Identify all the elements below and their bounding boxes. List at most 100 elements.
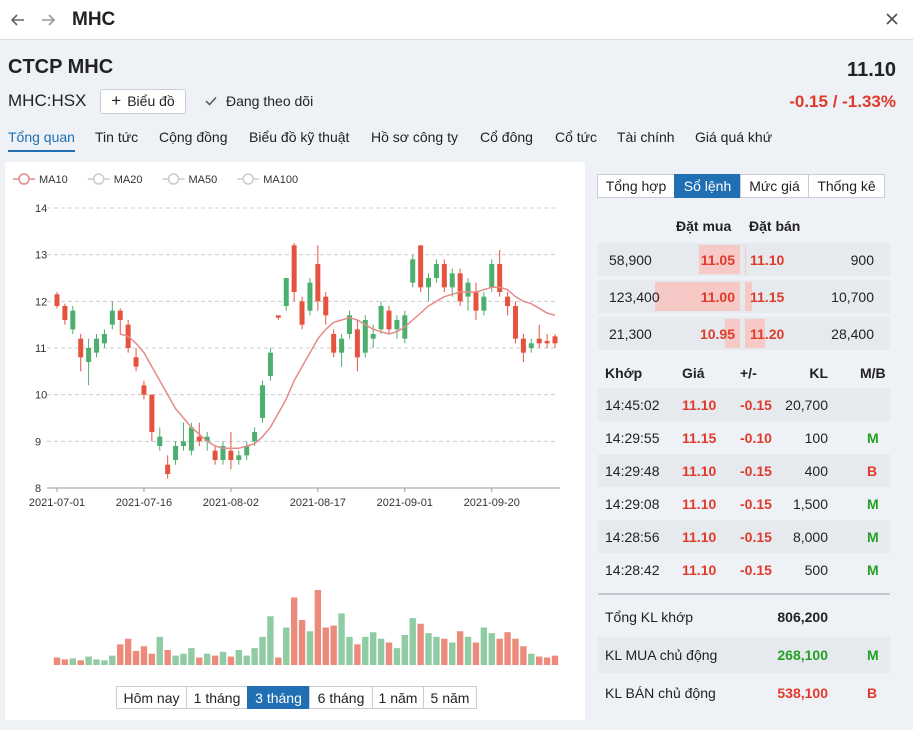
tab[interactable]: Cộng đồng bbox=[159, 129, 228, 145]
volume-bar bbox=[219, 651, 227, 665]
volume-bar bbox=[203, 653, 211, 665]
x-tick-label: 2021-09-20 bbox=[464, 497, 520, 509]
tab[interactable]: Biểu đồ kỹ thuật bbox=[249, 129, 350, 145]
trade-time: 14:45:02 bbox=[605, 397, 660, 413]
summary-value: 538,100 bbox=[777, 685, 828, 701]
y-tick-label: 11 bbox=[35, 343, 46, 355]
trade-volume: 400 bbox=[804, 463, 828, 479]
trade-change: -0.15 bbox=[740, 397, 772, 413]
tab[interactable]: Hồ sơ công ty bbox=[371, 129, 458, 145]
volume-bar bbox=[504, 632, 511, 665]
range-button[interactable]: 6 tháng bbox=[309, 686, 373, 709]
summary-side: B bbox=[867, 685, 878, 701]
tab[interactable]: Tài chính bbox=[617, 129, 675, 145]
range-button[interactable]: 3 tháng bbox=[247, 686, 310, 709]
candle-body bbox=[157, 436, 163, 446]
range-button[interactable]: 5 năm bbox=[423, 686, 477, 709]
trade-change: -0.15 bbox=[740, 496, 772, 512]
candle-body bbox=[418, 245, 424, 288]
x-tick-label: 2021-08-17 bbox=[290, 497, 346, 509]
candle-body bbox=[410, 259, 416, 283]
candle-body bbox=[204, 436, 210, 442]
chart-button-label: Biểu đồ bbox=[127, 93, 175, 109]
panel-tab[interactable]: Tổng hợp bbox=[597, 174, 675, 198]
candle-body bbox=[449, 273, 455, 288]
trades-header: KL bbox=[809, 365, 828, 381]
trade-time: 14:28:56 bbox=[605, 529, 660, 545]
panel-tab[interactable]: Mức giá bbox=[740, 174, 809, 198]
tab[interactable]: Tin tức bbox=[95, 129, 139, 145]
nav-arrows[interactable] bbox=[8, 10, 68, 30]
volume-bar bbox=[69, 658, 77, 665]
tab[interactable]: Cổ đông bbox=[480, 129, 533, 145]
order-row bbox=[598, 280, 890, 313]
chart: 8 9 10 11 12 13 14 2021-07-01 2021-07-16 2021-08-… bbox=[13, 173, 560, 665]
volume-bar bbox=[172, 655, 179, 665]
trade-row bbox=[598, 520, 890, 553]
volume-bar bbox=[124, 638, 132, 665]
trades-header: M/B bbox=[860, 365, 886, 381]
candle-body bbox=[299, 301, 305, 325]
volume-bar bbox=[417, 623, 424, 665]
trade-time: 14:29:48 bbox=[605, 463, 660, 479]
trade-volume: 20,700 bbox=[785, 397, 828, 413]
volume-bar bbox=[464, 636, 472, 665]
volume-bar bbox=[267, 616, 274, 665]
range-button[interactable]: 1 năm bbox=[372, 686, 424, 709]
candle-body bbox=[133, 357, 139, 367]
candle-body bbox=[331, 334, 337, 353]
order-header: Đặt bán bbox=[749, 218, 801, 234]
trade-price: 11.10 bbox=[682, 496, 717, 512]
bid-price: 10.95 bbox=[699, 326, 735, 342]
trade-side: M bbox=[867, 529, 879, 545]
trade-volume: 8,000 bbox=[792, 529, 828, 545]
volume-bar bbox=[346, 636, 353, 665]
volume-bar bbox=[283, 627, 290, 665]
candle-body bbox=[362, 320, 368, 353]
check-icon bbox=[205, 96, 217, 106]
summary-label: KL MUA chủ động bbox=[605, 647, 718, 663]
range-button[interactable]: Hôm nay bbox=[116, 686, 187, 709]
candle-body bbox=[520, 338, 526, 353]
candle-body bbox=[544, 341, 550, 344]
candle-body bbox=[441, 264, 447, 288]
follow-status[interactable]: Đang theo dõi bbox=[226, 93, 314, 109]
tab[interactable]: Tổng quan bbox=[8, 129, 75, 145]
trade-time: 14:29:55 bbox=[605, 430, 660, 446]
range-button[interactable]: 1 tháng bbox=[186, 686, 248, 709]
tab[interactable]: Cổ tức bbox=[555, 129, 598, 145]
y-tick-label: 9 bbox=[35, 436, 41, 448]
trade-time: 14:29:08 bbox=[605, 496, 660, 512]
volume-bar bbox=[211, 655, 219, 665]
candle-body bbox=[236, 455, 242, 460]
volume-bar bbox=[109, 655, 116, 665]
ask-depth bbox=[745, 282, 753, 311]
legend-label: MA20 bbox=[114, 174, 143, 186]
tab[interactable]: Giá quá khứ bbox=[695, 129, 773, 145]
trade-price: 11.10 bbox=[682, 397, 717, 413]
volume-bar bbox=[354, 644, 361, 665]
legend-marker bbox=[167, 173, 180, 185]
volume-bar bbox=[93, 659, 100, 665]
candle-body bbox=[283, 278, 289, 306]
close-icon[interactable] bbox=[885, 12, 899, 26]
candle-body bbox=[62, 306, 68, 320]
candle-body bbox=[481, 296, 487, 311]
volume-bar bbox=[196, 657, 203, 665]
candle-body bbox=[497, 264, 503, 292]
panel-tab[interactable]: Thống kê bbox=[808, 174, 885, 198]
chart-button[interactable]: + Biểu đồ bbox=[100, 89, 186, 114]
legend-label: MA100 bbox=[263, 174, 298, 186]
y-tick-label: 8 bbox=[35, 483, 41, 495]
legend-label: MA50 bbox=[189, 174, 218, 186]
volume-bar bbox=[227, 656, 235, 665]
ask-volume: 10,700 bbox=[831, 289, 874, 305]
volume-bar bbox=[314, 590, 322, 665]
panel-tab[interactable]: Sổ lệnh bbox=[674, 174, 741, 198]
candle-body bbox=[78, 338, 84, 358]
candle-body bbox=[473, 292, 479, 311]
bid-volume: 21,300 bbox=[609, 326, 652, 342]
ask-price: 11.15 bbox=[750, 289, 785, 305]
trade-volume: 1,500 bbox=[792, 496, 828, 512]
